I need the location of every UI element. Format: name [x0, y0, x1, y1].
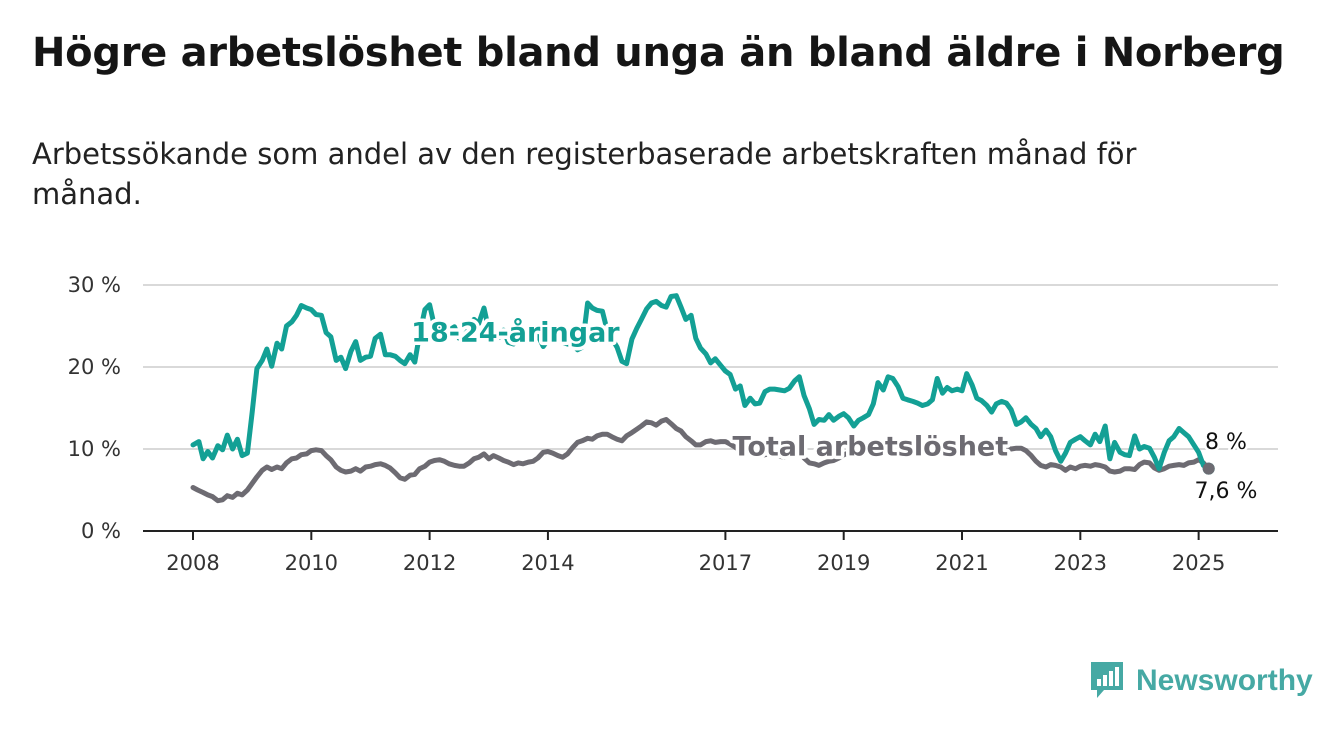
series-lines — [190, 293, 1215, 504]
x-tick-label: 2017 — [699, 551, 752, 575]
y-tick-label: 20 % — [68, 355, 121, 379]
chart-title: Högre arbetslöshet bland unga än bland ä… — [32, 30, 1285, 76]
x-tick-label: 2014 — [521, 551, 574, 575]
brand-name: Newsworthy — [1136, 664, 1313, 697]
end-value-label-total: 7,6 % — [1195, 479, 1258, 504]
end-point-total — [1202, 462, 1215, 475]
newsworthy-logo: Newsworthy — [1088, 660, 1313, 702]
x-tick-label: 2019 — [817, 551, 870, 575]
axes: 0 % 10 % 20 % 30 % 2008 2010 2012 2014 2017 2019 2… — [68, 273, 1278, 575]
x-tick-label: 2010 — [285, 551, 338, 575]
x-tick-label: 2025 — [1172, 551, 1225, 575]
y-tick-label: 0 % — [81, 519, 121, 543]
series-labels: 18-24-åringar Total arbetslöshet 8 % 7,6 % — [408, 313, 1260, 506]
y-tick-label: 10 % — [68, 437, 121, 461]
series-label-total: Total arbetslöshet — [733, 432, 1009, 463]
bar-chart-speech-bubble-icon — [1091, 662, 1123, 698]
gridlines — [143, 284, 1278, 450]
series-label-youth: 18-24-åringar — [411, 317, 620, 349]
x-tick-label: 2023 — [1054, 551, 1107, 575]
x-tick-label: 2012 — [403, 551, 456, 575]
chart-subtitle: Arbetssökande som andel av den registerb… — [32, 137, 1137, 211]
y-tick-label: 30 % — [68, 273, 121, 297]
series-line-youth — [190, 293, 1212, 472]
x-tick-label: 2021 — [935, 551, 988, 575]
x-tick-label: 2008 — [166, 551, 219, 575]
series-line-total — [190, 417, 1212, 504]
end-value-label-youth: 8 % — [1205, 430, 1247, 455]
